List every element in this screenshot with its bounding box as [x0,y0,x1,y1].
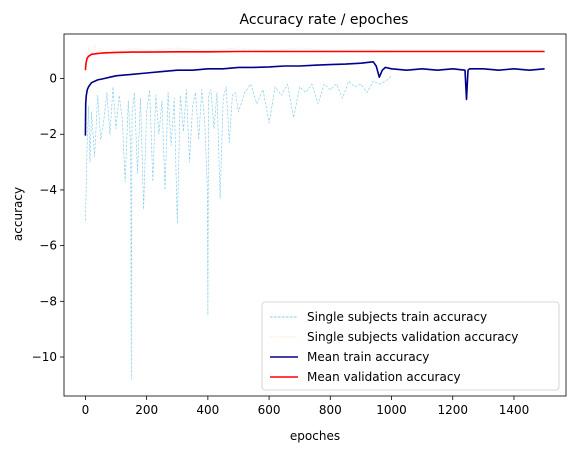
plot-area [84,44,545,380]
legend-label: Mean validation accuracy [307,370,461,384]
series-line-4 [84,50,545,71]
legend-label: Single subjects validation accuracy [307,330,518,344]
x-tick-label: 1000 [376,403,407,417]
legend-box [261,301,560,391]
series-line-1 [85,75,392,380]
legend: Single subjects train accuracy Single sub… [261,301,560,391]
y-tick-label: 0 [49,72,57,86]
plot-frame [63,33,567,397]
legend-label: Mean train accuracy [307,350,429,364]
x-tick-label: 1200 [437,403,468,417]
y-tick-label: −10 [32,350,57,364]
x-tick-label: 600 [258,403,281,417]
y-tick-label: −8 [39,294,57,308]
x-tick-label: 200 [135,403,158,417]
chart-title: Accuracy rate / epoches [240,12,409,28]
y-axis-title: accuracy [11,187,25,241]
x-tick-label: 1400 [499,403,530,417]
legend-label: Single subjects train accuracy [307,310,487,324]
axes: 0 200 400 600 800 1000 1200 1400 0 −2 −4 −6 −8 −10 [32,33,567,417]
y-tick-label: −6 [39,239,57,253]
y-tick-label: −2 [39,127,57,141]
y-tick-label: −4 [39,183,57,197]
x-tick-label: 400 [196,403,219,417]
x-tick-label: 800 [319,403,342,417]
x-tick-label: 0 [82,403,90,417]
x-axis-title: epoches [290,429,340,443]
series-line-3 [84,60,545,136]
series-line-2 [85,44,392,71]
